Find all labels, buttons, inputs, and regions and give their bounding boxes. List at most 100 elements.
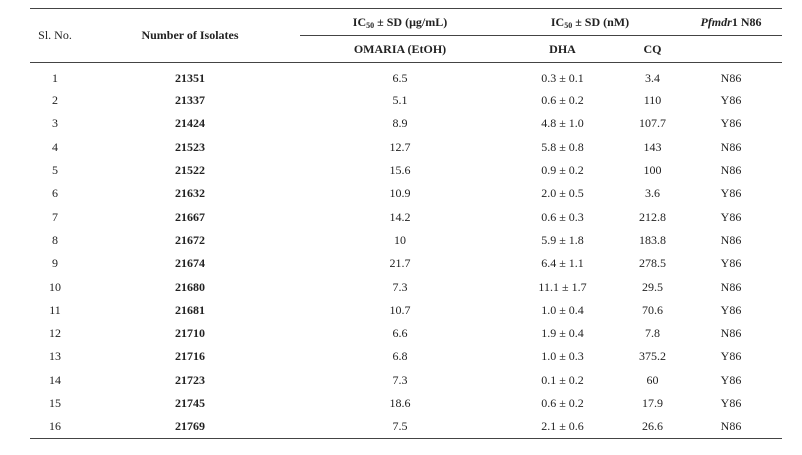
cell-pfmdr: N86 — [720, 70, 742, 85]
table-row: 7 21667 14.2 0.6 ± 0.3 212.8 Y86 — [30, 205, 782, 228]
cell-dha: 0.9 ± 0.2 — [541, 163, 584, 178]
cell-dha: 1.0 ± 0.3 — [541, 349, 584, 364]
cell-dha: 5.8 ± 0.8 — [541, 139, 584, 154]
cell-sl-no: 15 — [49, 396, 61, 410]
cell-isolate: 21681 — [175, 302, 205, 317]
cell-isolate: 21716 — [175, 349, 205, 364]
header-omaria: OMARIA (EtOH) — [300, 35, 500, 63]
cell-pfmdr: N86 — [720, 139, 742, 154]
table-row: 12 21710 6.6 1.9 ± 0.4 7.8 N86 — [30, 322, 782, 345]
cell-dha: 0.6 ± 0.2 — [541, 93, 584, 108]
table-row: 1 21351 6.5 0.3 ± 0.1 3.4 N86 — [30, 63, 782, 90]
cell-cq: 3.6 — [645, 186, 660, 201]
cell-sl-no: 6 — [52, 186, 58, 201]
cell-dha: 4.8 ± 1.0 — [541, 116, 584, 131]
cell-isolate: 21769 — [80, 415, 300, 440]
cell-omaria: 21.7 — [389, 256, 411, 271]
cell-isolate: 21672 — [175, 232, 205, 247]
cell-omaria: 6.8 — [392, 349, 408, 364]
header-row-1: Sl. No. Number of Isolates IC50 ± SD (μg… — [30, 8, 782, 63]
cell-sl-no: 12 — [49, 326, 61, 341]
cell-pfmdr: Y86 — [720, 186, 742, 201]
cell-isolate: 21632 — [175, 186, 205, 201]
cell-cq: 183.8 — [639, 232, 666, 247]
table-row: 15 21745 18.6 0.6 ± 0.2 17.9 Y86 — [30, 392, 782, 415]
cell-omaria: 14.2 — [389, 209, 411, 224]
cell-dha: 1.0 ± 0.4 — [541, 302, 584, 317]
cell-sl-no: 14 — [49, 372, 61, 387]
table-row: 4 21523 12.7 5.8 ± 0.8 143 N86 — [30, 136, 782, 159]
header-pfmdr: Pfmdr1 N86 — [680, 8, 782, 36]
table-row: 9 21674 21.7 6.4 ± 1.1 278.5 Y86 — [30, 252, 782, 275]
cell-dha: 2.1 ± 0.6 — [500, 415, 625, 440]
table-row: 5 21522 15.6 0.9 ± 0.2 100 N86 — [30, 159, 782, 182]
cell-isolate: 21523 — [175, 139, 205, 154]
cell-sl-no: 3 — [52, 116, 58, 131]
table-row: 11 21681 10.7 1.0 ± 0.4 70.6 Y86 — [30, 299, 782, 322]
table-row: 14 21723 7.3 0.1 ± 0.2 60 Y86 — [30, 369, 782, 392]
cell-cq: 375.2 — [639, 349, 666, 364]
cell-cq: 110 — [643, 93, 662, 108]
header-isolates: Number of Isolates — [80, 8, 300, 63]
cell-dha: 11.1 ± 1.7 — [538, 279, 587, 294]
cell-sl-no: 2 — [52, 93, 58, 108]
cell-dha: 6.4 ± 1.1 — [541, 256, 584, 271]
header-dha: DHA — [500, 35, 625, 63]
cell-omaria: 15.6 — [389, 163, 411, 178]
cell-isolate: 21710 — [175, 326, 205, 341]
cell-pfmdr: N86 — [720, 232, 742, 247]
table-row: 3 21424 8.9 4.8 ± 1.0 107.7 Y86 — [30, 112, 782, 135]
cell-dha: 0.6 ± 0.2 — [541, 396, 584, 410]
cell-isolate: 21723 — [175, 372, 205, 387]
cell-pfmdr: Y86 — [720, 256, 742, 271]
cell-cq: 17.9 — [642, 396, 663, 410]
cell-sl-no: 10 — [49, 279, 61, 294]
cell-isolate: 21680 — [175, 279, 205, 294]
cell-pfmdr: Y86 — [720, 116, 742, 131]
cell-dha: 2.0 ± 0.5 — [541, 186, 584, 201]
cell-isolate: 21522 — [175, 163, 205, 178]
cell-dha: 5.9 ± 1.8 — [541, 232, 584, 247]
cell-isolate: 21337 — [175, 93, 205, 108]
header-row-2: OMARIA (EtOH) DHA CQ — [30, 35, 782, 63]
cell-sl-no: 7 — [52, 209, 58, 224]
table-row: 6 21632 10.9 2.0 ± 0.5 3.6 Y86 — [30, 182, 782, 205]
cell-cq: 29.5 — [642, 279, 663, 294]
header-cq: CQ — [625, 35, 680, 63]
cell-omaria: 6.6 — [392, 326, 408, 341]
header-ic50-nm: IC50 ± SD (nM) — [500, 8, 680, 36]
cell-dha: 0.6 ± 0.3 — [541, 209, 584, 224]
cell-sl-no: 5 — [52, 163, 58, 178]
cell-cq: 26.6 — [625, 415, 680, 440]
cell-omaria: 10.9 — [389, 186, 411, 201]
cell-omaria: 6.5 — [392, 70, 408, 85]
cell-pfmdr: Y86 — [720, 302, 742, 317]
cell-pfmdr: Y86 — [720, 93, 742, 108]
cell-pfmdr: N86 — [720, 279, 742, 294]
cell-dha: 1.9 ± 0.4 — [541, 326, 584, 341]
cell-cq: 7.8 — [645, 326, 660, 341]
cell-cq: 107.7 — [639, 116, 666, 131]
cell-pfmdr: N86 — [720, 326, 742, 341]
isolates-table: Sl. No. Number of Isolates IC50 ± SD (μg… — [30, 8, 782, 440]
cell-isolate: 21745 — [175, 396, 205, 410]
cell-cq: 212.8 — [639, 209, 666, 224]
cell-sl-no: 9 — [52, 256, 58, 271]
cell-omaria: 8.9 — [392, 116, 408, 131]
cell-sl-no: 16 — [30, 415, 80, 440]
cell-sl-no: 13 — [49, 349, 61, 364]
header-empty — [680, 35, 782, 63]
cell-sl-no: 1 — [52, 70, 58, 85]
table-body: 1 21351 6.5 0.3 ± 0.1 3.4 N86 2 21337 5.1 0.6 ± 0… — [30, 63, 782, 440]
table-row: 13 21716 6.8 1.0 ± 0.3 375.2 Y86 — [30, 345, 782, 368]
cell-cq: 60 — [646, 372, 659, 387]
cell-cq: 100 — [643, 163, 662, 178]
cell-dha: 0.1 ± 0.2 — [541, 372, 584, 387]
cell-isolate: 21351 — [175, 70, 205, 85]
cell-pfmdr: Y86 — [720, 349, 742, 364]
cell-cq: 3.4 — [645, 70, 660, 85]
cell-cq: 143 — [643, 139, 662, 154]
cell-dha: 0.3 ± 0.1 — [541, 70, 584, 85]
cell-cq: 278.5 — [639, 256, 666, 271]
cell-sl-no: 8 — [52, 232, 58, 247]
